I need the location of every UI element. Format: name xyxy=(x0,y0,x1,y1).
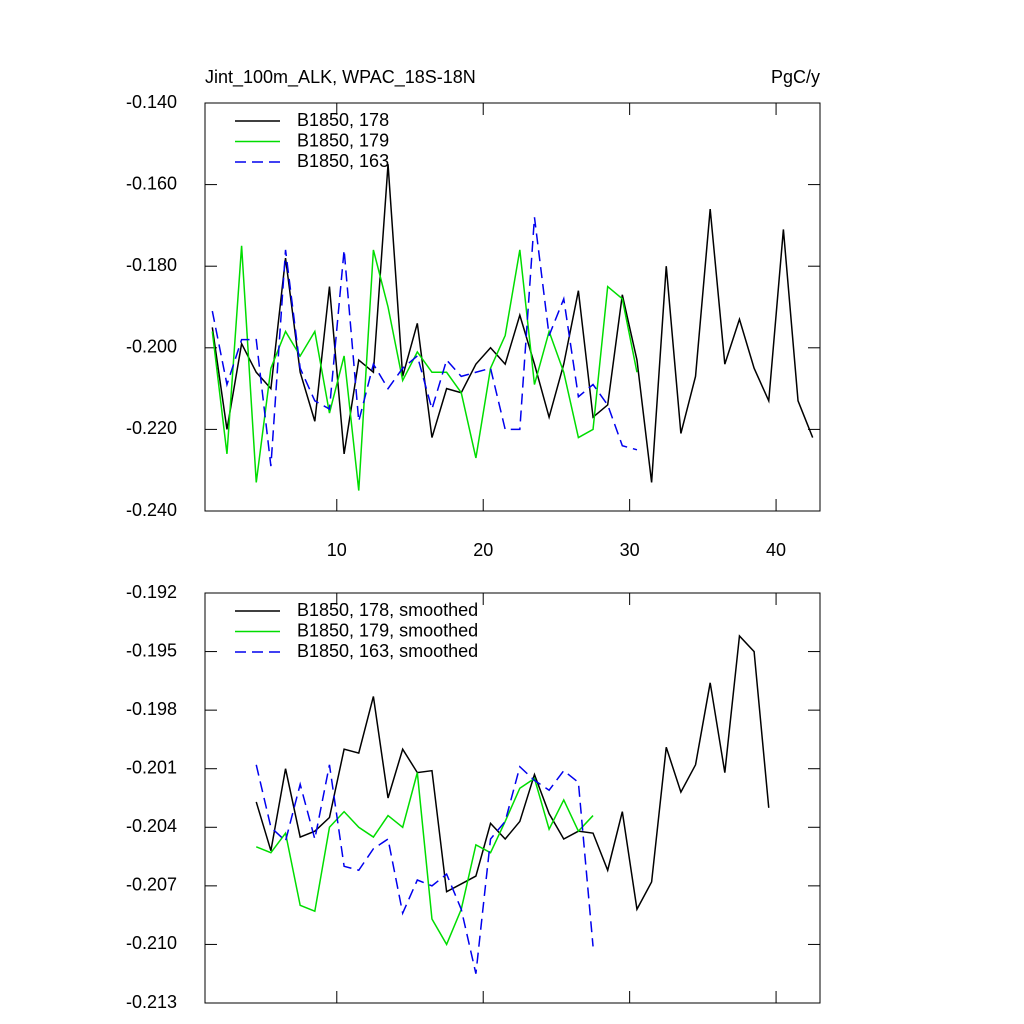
x-tick-label: 20 xyxy=(473,540,493,560)
y-tick-label: -0.140 xyxy=(126,92,177,112)
series-line xyxy=(255,764,594,974)
x-tick-label: 40 xyxy=(766,540,786,560)
y-tick-label: -0.160 xyxy=(126,173,177,193)
y-tick-label: -0.198 xyxy=(126,699,177,719)
y-tick-label: -0.220 xyxy=(126,418,177,438)
legend-label: B1850, 163 xyxy=(297,151,389,171)
x-tick-label: 30 xyxy=(620,540,640,560)
y-tick-label: -0.192 xyxy=(126,582,177,602)
series-line xyxy=(211,164,814,483)
chart-units: PgC/y xyxy=(771,67,820,87)
y-tick-label: -0.200 xyxy=(126,337,177,357)
y-tick-label: -0.213 xyxy=(126,992,177,1012)
plot-frame xyxy=(204,102,821,512)
legend-label: B1850, 179, smoothed xyxy=(297,620,478,640)
chart-title: Jint_100m_ALK, WPAC_18S-18N xyxy=(205,67,476,88)
y-tick-label: -0.204 xyxy=(126,816,177,836)
y-tick-label: -0.180 xyxy=(126,255,177,275)
plot-frame xyxy=(204,592,821,1004)
legend-label: B1850, 178 xyxy=(297,110,389,130)
series-line xyxy=(255,634,770,912)
legend-label: B1850, 179 xyxy=(297,130,389,150)
y-tick-label: -0.201 xyxy=(126,757,177,777)
series-line xyxy=(211,245,638,491)
y-tick-label: -0.210 xyxy=(126,933,177,953)
y-tick-label: -0.240 xyxy=(126,500,177,520)
series-line xyxy=(255,772,594,947)
x-tick-label: 10 xyxy=(327,540,347,560)
series-line xyxy=(211,217,638,467)
legend-label: B1850, 178, smoothed xyxy=(297,600,478,620)
y-tick-label: -0.207 xyxy=(126,875,177,895)
legend-label: B1850, 163, smoothed xyxy=(297,641,478,661)
y-tick-label: -0.195 xyxy=(126,640,177,660)
